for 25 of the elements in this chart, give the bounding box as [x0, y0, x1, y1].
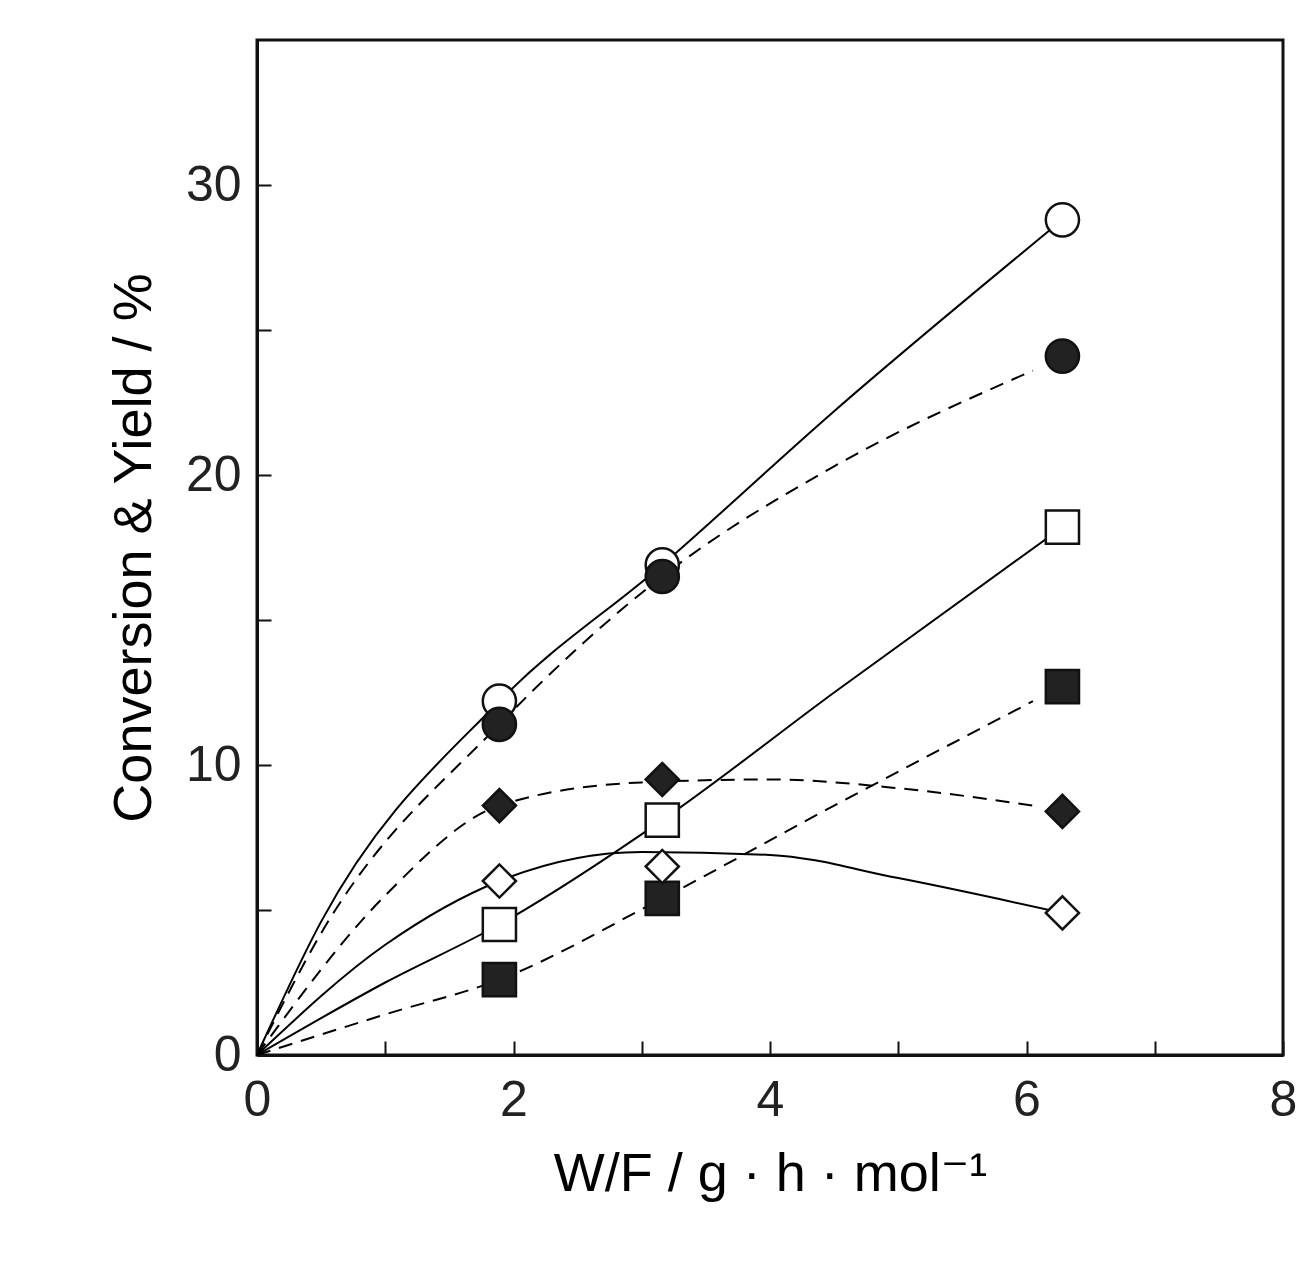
point — [1044, 509, 1081, 546]
x-tick-label: 8 — [1269, 1070, 1298, 1127]
x-tick-label: 6 — [1013, 1070, 1041, 1127]
y-tick-label: 0 — [213, 1025, 242, 1082]
x-axis-title: W/F / g · h · mol⁻¹ — [553, 1141, 988, 1202]
point — [1044, 668, 1081, 705]
y-tick-label: 20 — [185, 445, 242, 502]
point — [481, 787, 518, 824]
point — [481, 706, 518, 743]
y-tick-label: 30 — [185, 155, 242, 212]
x-tick-label: 2 — [500, 1070, 528, 1127]
point — [1044, 338, 1081, 374]
point — [644, 802, 681, 838]
x-tick-label: 4 — [756, 1070, 785, 1127]
y-tick-label: 10 — [185, 735, 242, 792]
point — [644, 761, 681, 798]
point — [644, 558, 681, 595]
point — [481, 906, 518, 943]
point — [1044, 202, 1081, 238]
y-axis-title: Conversion & Yield / % — [101, 273, 162, 823]
point — [481, 961, 518, 998]
point — [644, 880, 681, 917]
point — [1044, 895, 1081, 931]
point — [1044, 793, 1081, 830]
point — [481, 863, 518, 899]
